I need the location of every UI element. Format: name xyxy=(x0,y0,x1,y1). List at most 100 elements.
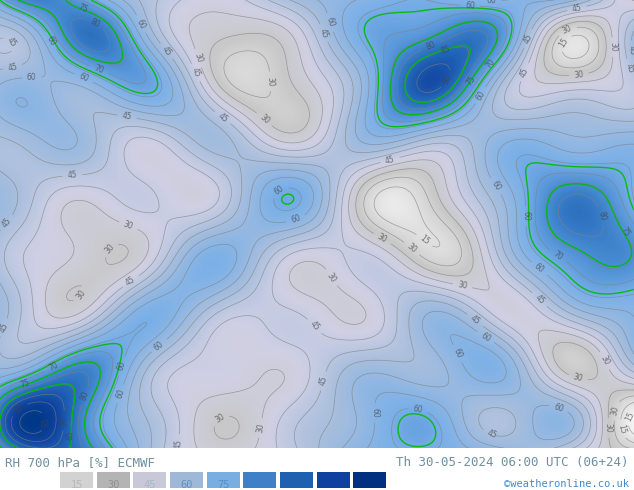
Text: 45: 45 xyxy=(160,45,173,58)
Text: 45: 45 xyxy=(626,45,634,56)
Text: 15: 15 xyxy=(418,234,431,247)
Text: 70: 70 xyxy=(93,64,105,76)
Text: 45: 45 xyxy=(307,320,321,333)
Text: 60: 60 xyxy=(180,480,193,490)
Bar xyxy=(207,472,240,488)
Text: 60: 60 xyxy=(325,16,336,28)
Text: 60: 60 xyxy=(533,262,546,275)
Text: 45: 45 xyxy=(124,275,138,288)
Text: 30: 30 xyxy=(573,372,584,384)
Text: 45: 45 xyxy=(67,171,77,180)
Bar xyxy=(97,472,130,488)
Text: 45: 45 xyxy=(486,429,498,441)
Bar xyxy=(280,472,313,488)
Text: 45: 45 xyxy=(0,216,13,229)
Text: 80: 80 xyxy=(79,390,91,402)
Text: 85: 85 xyxy=(66,431,75,441)
Text: 15: 15 xyxy=(616,423,627,435)
Text: ©weatheronline.co.uk: ©weatheronline.co.uk xyxy=(504,479,629,489)
Text: 75: 75 xyxy=(217,480,230,490)
Text: 75: 75 xyxy=(19,378,32,390)
Text: 45: 45 xyxy=(533,293,547,306)
Text: 30: 30 xyxy=(75,288,87,301)
Text: 30: 30 xyxy=(103,242,116,255)
Text: 30: 30 xyxy=(610,405,621,416)
Text: 60: 60 xyxy=(290,214,302,225)
Text: 30: 30 xyxy=(256,422,266,434)
Text: 45: 45 xyxy=(174,439,184,449)
Text: 30: 30 xyxy=(405,242,418,255)
Text: 80: 80 xyxy=(89,17,101,29)
Text: 95: 95 xyxy=(12,402,25,416)
Text: 45: 45 xyxy=(318,375,329,387)
Bar xyxy=(243,472,276,488)
Text: 45: 45 xyxy=(318,27,330,39)
Text: 60: 60 xyxy=(465,1,476,10)
Text: 99: 99 xyxy=(327,480,339,490)
Text: 60: 60 xyxy=(370,408,379,418)
Text: 60: 60 xyxy=(489,180,502,193)
Text: 60: 60 xyxy=(521,211,531,221)
Text: 30: 30 xyxy=(457,280,468,291)
Text: 95: 95 xyxy=(41,416,51,427)
Text: 85: 85 xyxy=(439,45,451,56)
Text: 30: 30 xyxy=(192,52,204,64)
Text: 45: 45 xyxy=(122,112,133,122)
Bar xyxy=(353,472,386,488)
Text: 45: 45 xyxy=(519,66,531,78)
Text: 30: 30 xyxy=(325,271,338,284)
Text: 30: 30 xyxy=(213,412,226,425)
Text: 15: 15 xyxy=(624,410,634,422)
Text: 30: 30 xyxy=(266,76,276,86)
Text: 45: 45 xyxy=(7,62,18,73)
Text: 60: 60 xyxy=(152,339,165,352)
Text: 45: 45 xyxy=(571,3,583,14)
Text: 30: 30 xyxy=(376,232,389,245)
Text: Th 30-05-2024 06:00 UTC (06+24): Th 30-05-2024 06:00 UTC (06+24) xyxy=(396,456,629,469)
Bar xyxy=(316,472,349,488)
Text: 30: 30 xyxy=(573,70,584,80)
Text: 60: 60 xyxy=(135,18,147,30)
Text: 45: 45 xyxy=(624,62,634,74)
Text: 60: 60 xyxy=(553,402,565,414)
Text: 60: 60 xyxy=(116,360,127,372)
Text: 45: 45 xyxy=(384,154,396,166)
Text: 45: 45 xyxy=(469,314,482,327)
Text: 60: 60 xyxy=(45,34,58,47)
Text: 60: 60 xyxy=(474,89,487,102)
Text: 60: 60 xyxy=(77,72,90,84)
Text: 80: 80 xyxy=(425,40,437,52)
Text: 80: 80 xyxy=(597,210,607,222)
Text: 75: 75 xyxy=(77,2,89,15)
Text: 30: 30 xyxy=(598,354,611,367)
Text: 45: 45 xyxy=(522,32,534,45)
Text: 90: 90 xyxy=(59,416,69,426)
Text: 70: 70 xyxy=(551,249,564,262)
Text: 45: 45 xyxy=(0,321,10,334)
Text: 90: 90 xyxy=(441,73,453,86)
Text: 30: 30 xyxy=(604,423,613,433)
Text: 15: 15 xyxy=(558,36,571,49)
Text: 45: 45 xyxy=(5,36,18,49)
Bar xyxy=(60,472,93,488)
Text: 15: 15 xyxy=(70,480,83,490)
Text: 75: 75 xyxy=(465,74,478,87)
Text: 30: 30 xyxy=(561,24,574,36)
Text: 60: 60 xyxy=(273,184,286,197)
Text: 30: 30 xyxy=(107,480,120,490)
Bar xyxy=(134,472,167,488)
Bar xyxy=(170,472,203,488)
Text: 60: 60 xyxy=(412,404,424,415)
Text: 30: 30 xyxy=(257,113,271,126)
Text: 100: 100 xyxy=(360,480,379,490)
Text: 30: 30 xyxy=(122,220,134,231)
Text: 60: 60 xyxy=(27,73,37,82)
Text: 60: 60 xyxy=(115,388,126,400)
Text: 95: 95 xyxy=(290,480,303,490)
Text: RH 700 hPa [%] ECMWF: RH 700 hPa [%] ECMWF xyxy=(5,456,155,469)
Text: 75: 75 xyxy=(619,226,631,239)
Text: 70: 70 xyxy=(484,56,498,70)
Text: 70: 70 xyxy=(47,361,60,373)
Text: 60: 60 xyxy=(451,347,463,360)
Text: 45: 45 xyxy=(190,66,202,79)
